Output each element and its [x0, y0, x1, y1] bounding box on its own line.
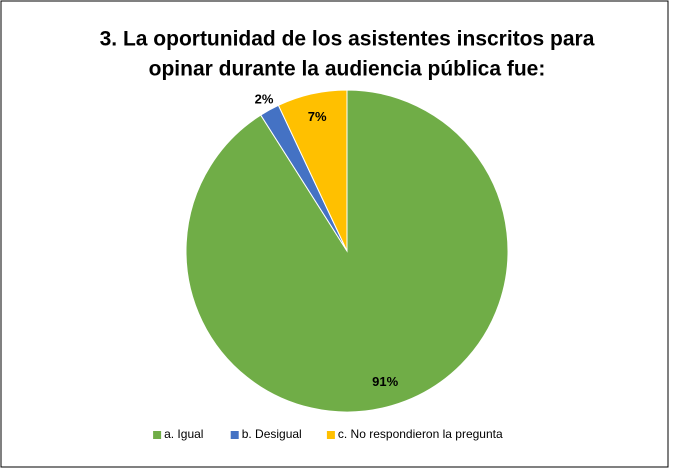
- legend-label: a. Igual: [164, 427, 203, 441]
- legend-label: b. Desigual: [242, 427, 302, 441]
- pie-slice: [277, 89, 348, 252]
- data-label: 2%: [255, 91, 274, 106]
- chart-title: opinar durante la audiencia pública fue:: [149, 58, 546, 81]
- legend-swatch: [326, 431, 335, 439]
- legend-swatch: [153, 431, 162, 439]
- data-label: 7%: [308, 109, 327, 124]
- chart-title: 3. La oportunidad de los asistentes insc…: [100, 28, 595, 51]
- legend-swatch: [230, 431, 239, 439]
- data-label: 91%: [372, 374, 398, 389]
- legend-label: c. No respondieron la pregunta: [338, 427, 503, 441]
